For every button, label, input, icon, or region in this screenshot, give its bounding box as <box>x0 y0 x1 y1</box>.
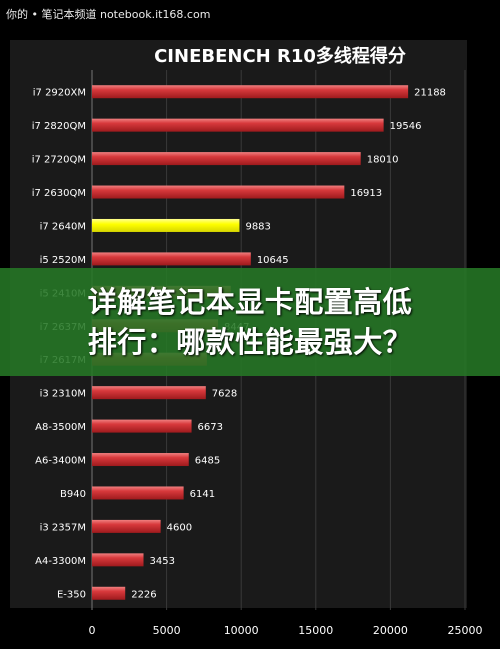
x-tick-label: 25000 <box>448 624 483 637</box>
x-tick-label: 10000 <box>224 624 259 637</box>
category-label: i7 2640M <box>40 221 86 232</box>
data-label: 19546 <box>390 121 422 132</box>
x-tick-label: 0 <box>89 624 96 637</box>
headline-line-2: 排行：哪款性能最强大？ <box>87 325 413 359</box>
category-label: i3 2310M <box>40 389 86 400</box>
bar <box>92 586 126 600</box>
data-label: 18010 <box>367 155 399 166</box>
watermark: 你的 • 笔记本频道 notebook.it168.com <box>6 8 211 21</box>
category-label: i7 2820QM <box>32 121 86 132</box>
bar <box>92 85 409 99</box>
x-tick-label: 20000 <box>373 624 408 637</box>
category-label: i5 2520M <box>40 255 86 266</box>
category-label: i7 2920XM <box>33 88 86 99</box>
bar <box>92 152 361 166</box>
data-label: 9883 <box>245 221 270 232</box>
category-label: i7 2720QM <box>32 155 86 166</box>
category-label: A4-3300M <box>35 556 86 567</box>
data-label: 10645 <box>257 255 289 266</box>
bar <box>92 252 251 266</box>
bar <box>92 419 192 433</box>
data-label: 6141 <box>190 489 215 500</box>
data-label: 3453 <box>150 556 175 567</box>
data-label: 6673 <box>198 422 223 433</box>
category-label: i7 2630QM <box>32 188 86 199</box>
bar <box>92 453 189 467</box>
bar <box>92 553 144 567</box>
headline-banner: 详解笔记本显卡配置高低 排行：哪款性能最强大？ <box>0 268 500 376</box>
bar-highlighted <box>92 218 240 232</box>
data-label: 16913 <box>350 188 382 199</box>
bar <box>92 118 384 132</box>
data-label: 7628 <box>212 389 237 400</box>
category-label: E-350 <box>57 589 86 600</box>
category-label: A6-3400M <box>35 456 86 467</box>
category-label: B940 <box>60 489 86 500</box>
headline-line-1: 详解笔记本显卡配置高低 <box>87 285 413 319</box>
chart-title: CINEBENCH R10多线程得分 <box>154 45 406 67</box>
bar <box>92 386 206 400</box>
category-label: i3 2357M <box>40 522 86 533</box>
x-tick-label: 15000 <box>298 624 333 637</box>
data-label: 21188 <box>414 88 446 99</box>
category-label: A8-3500M <box>35 422 86 433</box>
bar <box>92 486 184 500</box>
bar <box>92 519 161 533</box>
data-label: 4600 <box>167 522 192 533</box>
bar <box>92 185 345 199</box>
data-label: 2226 <box>131 589 156 600</box>
data-label: 6485 <box>195 456 220 467</box>
x-tick-label: 5000 <box>153 624 181 637</box>
